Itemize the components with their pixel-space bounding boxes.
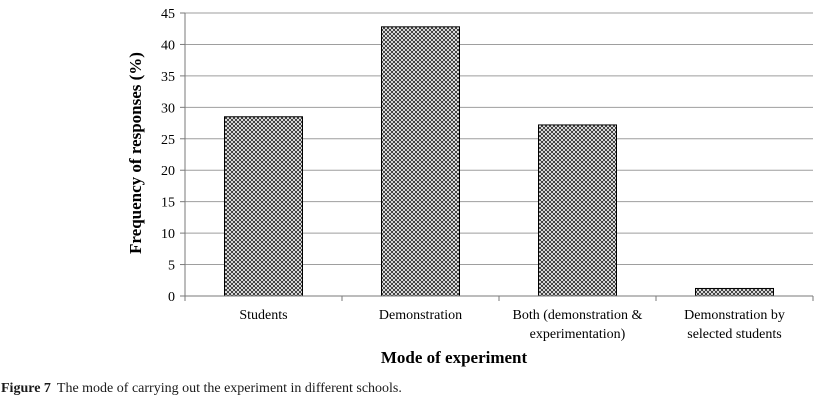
y-tick-label-5: 5 <box>168 259 175 274</box>
x-tick-label-3: Both (demonstration & experimentation) <box>513 308 643 342</box>
x-tick-label-1: Students <box>239 308 287 323</box>
x-axis-title: Mode of experiment <box>381 348 528 367</box>
y-axis-title: Frequency of responses (%) <box>126 52 145 254</box>
axes <box>180 12 814 301</box>
bars <box>224 26 774 297</box>
x-tick-label-line: Demonstration <box>379 308 462 323</box>
figure-caption: Figure 7 The mode of carrying out the exp… <box>1 381 402 397</box>
y-tick-label-0: 0 <box>168 290 175 305</box>
y-tick-label-45: 45 <box>161 7 175 22</box>
x-tick-label-4: Demonstration by selected students <box>684 308 785 342</box>
x-tick-label-line: experimentation) <box>530 327 626 342</box>
x-tick-label-line: Demonstration by <box>684 308 785 323</box>
x-tick-label-2: Demonstration <box>379 308 462 323</box>
figure-caption-label: Figure 7 <box>1 381 51 396</box>
figure-caption-text: The mode of carrying out the experiment … <box>56 381 402 396</box>
x-tick-label-line: Students <box>239 308 287 323</box>
x-tick-label-line: selected students <box>687 327 781 342</box>
x-tick-label-line: Both (demonstration & <box>513 308 643 323</box>
y-tick-label-20: 20 <box>161 164 175 179</box>
tick-labels: 0 5 10 15 20 25 30 35 40 45 Students Demonstration B… <box>161 7 785 342</box>
bar-2 <box>381 26 460 297</box>
y-tick-label-35: 35 <box>161 70 175 85</box>
y-tick-label-25: 25 <box>161 133 175 148</box>
bar-4 <box>695 287 774 297</box>
y-tick-label-40: 40 <box>161 38 175 53</box>
y-tick-label-30: 30 <box>161 101 175 116</box>
bar-1 <box>224 116 303 297</box>
bar-3 <box>538 124 617 297</box>
y-tick-label-15: 15 <box>161 196 175 211</box>
y-tick-label-10: 10 <box>161 227 175 242</box>
